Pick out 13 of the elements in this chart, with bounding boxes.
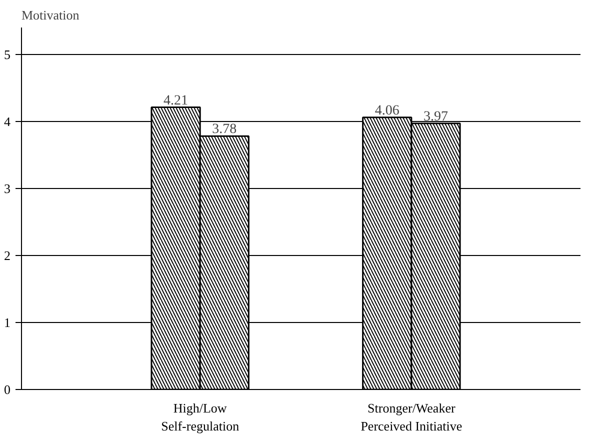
y-tick-label: 4 [4,114,11,129]
y-tick-label: 5 [4,46,10,62]
y-tick-label: 0 [4,382,10,397]
data-label: 4.06 [374,103,400,118]
y-tick-label: 3 [4,180,10,196]
y-axis-title: Motivation [22,8,80,22]
y-tick-label: 1 [4,314,10,330]
data-label: 3.97 [423,109,448,124]
y-tick-label: 2 [4,248,10,263]
x-tick-label: High/Low Self-regulation [161,400,240,434]
data-label: 3.78 [212,122,237,138]
x-tick-label: Stronger/Weaker Perceived Initiative [360,400,462,434]
data-label: 4.21 [164,93,188,108]
